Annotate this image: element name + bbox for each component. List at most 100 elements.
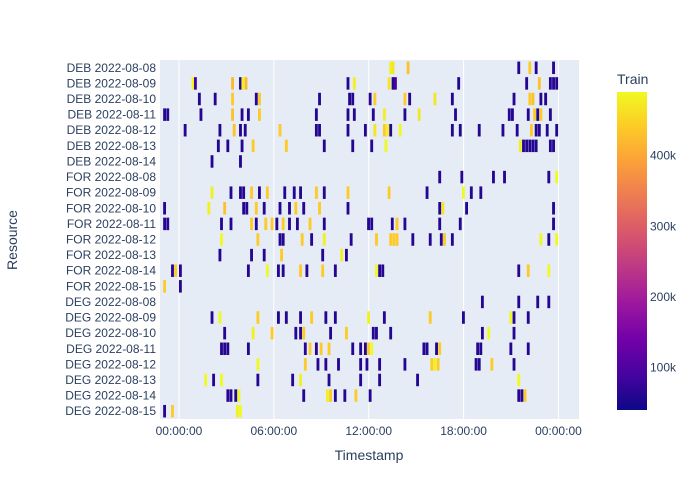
timeline-bar	[555, 233, 559, 246]
timeline-bar	[226, 389, 230, 402]
timeline-bar	[394, 77, 397, 90]
timeline-bar	[439, 233, 443, 246]
timeline-bar	[220, 373, 223, 387]
bars-layer	[163, 61, 559, 418]
timeline-bar	[250, 186, 253, 199]
timeline-bar	[536, 108, 540, 121]
timeline-bar	[479, 186, 483, 199]
timeline-bar	[213, 92, 217, 106]
timeline-bar	[291, 373, 295, 387]
timeline-bar	[547, 233, 551, 246]
timeline-bar	[528, 61, 532, 75]
timeline-bar	[346, 186, 350, 199]
timeline-bar	[333, 389, 337, 402]
y-tick-label: DEG 2022-08-10	[65, 326, 156, 340]
timeline-bar	[539, 92, 543, 106]
x-tick-label: 00:00:00	[535, 424, 582, 438]
timeline-bar	[226, 139, 230, 153]
y-tick-label: DEB 2022-08-13	[67, 139, 157, 153]
timeline-bar	[477, 358, 481, 371]
timeline-bar	[354, 389, 358, 402]
timeline-bar	[295, 217, 299, 231]
timeline-bar	[441, 202, 445, 215]
timeline-bar	[398, 123, 402, 137]
timeline-bar	[278, 123, 282, 137]
x-gridlines	[178, 60, 559, 419]
timeline-bar	[509, 342, 513, 356]
timeline-bar	[450, 123, 454, 137]
timeline-bar	[474, 358, 478, 371]
timeline-bar	[443, 233, 446, 246]
timeline-bar	[507, 108, 511, 121]
timeline-bar	[539, 108, 543, 121]
timeline-bar	[438, 217, 442, 231]
timeline-bar	[204, 373, 208, 387]
x-axis-ticks: 00:00:00 06:00:00 12:00:00 18:00:00 00:00:00	[156, 424, 583, 438]
y-tick-label: DEB 2022-08-12	[67, 123, 157, 137]
timeline-bar	[246, 264, 250, 277]
timeline-bar	[235, 404, 239, 418]
timeline-bar	[547, 264, 551, 277]
timeline-bar	[314, 123, 318, 137]
timeline-bar	[318, 123, 321, 137]
x-tick-label: 18:00:00	[440, 424, 487, 438]
timeline-bar	[302, 326, 306, 340]
x-tick-label: 12:00:00	[345, 424, 392, 438]
timeline-bar	[391, 61, 395, 75]
timeline-bar	[487, 326, 491, 340]
timeline-bar	[438, 342, 442, 356]
x-tick-label: 00:00:00	[156, 424, 203, 438]
timeline-bar	[218, 248, 222, 262]
timeline-bar	[403, 108, 407, 121]
timeline-bar	[239, 404, 242, 418]
timeline-bar	[314, 186, 318, 199]
timeline-bar	[363, 342, 367, 356]
timeline-bar	[229, 389, 233, 402]
timeline-bar	[270, 217, 274, 231]
timeline-bar	[278, 202, 282, 215]
timeline-bar	[316, 358, 320, 371]
timeline-bar	[220, 217, 223, 231]
timeline-bar	[395, 233, 399, 246]
timeline-bar	[403, 92, 407, 106]
timeline-bar	[254, 217, 258, 231]
timeline-bar	[509, 311, 513, 324]
timeline-bar	[210, 311, 214, 324]
timeline-bar	[387, 77, 391, 90]
timeline-bar	[378, 264, 382, 277]
y-tick-label: FOR 2022-08-13	[66, 248, 156, 262]
timeline-bar	[329, 389, 333, 402]
timeline-bar	[256, 373, 260, 387]
timeline-bar	[251, 326, 255, 340]
timeline-bar	[512, 326, 516, 340]
y-tick-label: DEB 2022-08-08	[67, 61, 157, 75]
timeline-bar	[476, 342, 480, 356]
timeline-bar	[531, 139, 535, 153]
timeline-bar	[544, 92, 548, 106]
timeline-bar	[178, 264, 182, 277]
timeline-bar	[435, 342, 438, 356]
colorbar-tick-label: 400k	[650, 149, 677, 163]
timeline-bar	[174, 264, 178, 277]
timeline-bar	[314, 342, 318, 356]
timeline-bar	[359, 342, 363, 356]
timeline-bar	[373, 123, 377, 137]
timeline-bar	[229, 217, 233, 231]
timeline-bar	[324, 311, 328, 324]
timeline-bar	[246, 342, 250, 356]
y-tick-label: FOR 2022-08-14	[66, 264, 156, 278]
timeline-bar	[389, 233, 393, 246]
timeline-bar	[277, 264, 280, 277]
timeline-bar	[326, 389, 329, 402]
timeline-bar	[501, 123, 505, 137]
timeline-bar	[416, 373, 419, 387]
y-tick-label: FOR 2022-08-08	[66, 170, 156, 184]
timeline-bar	[386, 123, 389, 137]
timeline-bar	[327, 373, 331, 387]
timeline-bar	[359, 373, 363, 387]
timeline-bar	[450, 233, 454, 246]
timeline-bar	[262, 202, 266, 215]
timeline-bar	[239, 155, 242, 168]
timeline-bar	[363, 123, 367, 137]
timeline-bar	[536, 295, 540, 309]
